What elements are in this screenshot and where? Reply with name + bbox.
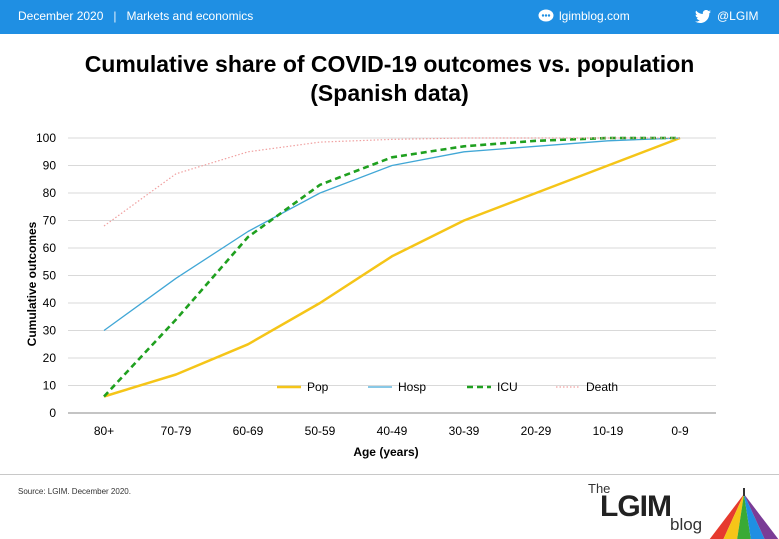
axis-layer: 0 10 20 30 40 50 60 70 80 90 100 80+ 70-79 60-69 50-59… bbox=[36, 131, 716, 438]
legend-layer: Pop Hosp ICU Death bbox=[277, 380, 618, 394]
legend-label-pop: Pop bbox=[307, 380, 329, 394]
y-tick-label-70: 70 bbox=[43, 214, 57, 228]
blog-link[interactable]: lgimblog.com bbox=[538, 9, 630, 23]
umbrella-icon bbox=[709, 488, 779, 539]
y-tick-label-90: 90 bbox=[43, 159, 57, 173]
x-tick-label-6: 20-29 bbox=[521, 424, 552, 438]
y-tick-label-0: 0 bbox=[49, 406, 56, 420]
y-tick-label-40: 40 bbox=[43, 296, 57, 310]
chat-bubble-icon bbox=[538, 9, 554, 22]
x-tick-label-5: 30-39 bbox=[449, 424, 480, 438]
logo-blog: blog bbox=[670, 515, 703, 534]
twitter-icon bbox=[695, 9, 711, 23]
series-layer bbox=[103, 136, 681, 398]
y-tick-label-80: 80 bbox=[43, 186, 57, 200]
header-separator: | bbox=[113, 9, 117, 23]
x-tick-label-0: 80+ bbox=[94, 424, 114, 438]
series-line-icu bbox=[103, 136, 680, 398]
y-axis-label: Cumulative outcomes bbox=[25, 221, 39, 346]
grid-layer bbox=[68, 137, 716, 386]
legend-label-death: Death bbox=[586, 380, 618, 394]
line-chart: 0 10 20 30 40 50 60 70 80 90 100 80+ 70-79 60-69 50-59… bbox=[25, 131, 716, 459]
lgim-blog-logo: The LGIM blog bbox=[588, 480, 779, 539]
series-line-hosp bbox=[103, 137, 681, 332]
blog-link-text: lgimblog.com bbox=[559, 9, 630, 23]
y-tick-label-100: 100 bbox=[36, 131, 56, 145]
y-tick-label-50: 50 bbox=[43, 269, 57, 283]
twitter-handle: @LGIM bbox=[717, 9, 759, 23]
logo-lgim: LGIM bbox=[600, 490, 672, 523]
x-axis-label: Age (years) bbox=[353, 445, 418, 459]
header-date: December 2020 bbox=[18, 9, 104, 23]
legend-label-hosp: Hosp bbox=[398, 380, 426, 394]
footer-divider bbox=[0, 474, 779, 475]
header-bar: December 2020 | Markets and economics lg… bbox=[0, 0, 779, 34]
y-tick-label-10: 10 bbox=[43, 379, 57, 393]
series-line-pop bbox=[103, 136, 681, 398]
header-left: December 2020 | Markets and economics bbox=[18, 9, 253, 23]
chart-title-line1: Cumulative share of COVID-19 outcomes vs… bbox=[84, 51, 695, 77]
logo-the: The bbox=[588, 481, 611, 496]
y-tick-label-20: 20 bbox=[43, 351, 57, 365]
x-tick-label-1: 70-79 bbox=[161, 424, 192, 438]
series-line-death bbox=[103, 137, 680, 227]
chart-title: Cumulative share of COVID-19 outcomes vs… bbox=[0, 50, 779, 108]
x-tick-label-7: 10-19 bbox=[593, 424, 624, 438]
y-tick-label-30: 30 bbox=[43, 324, 57, 338]
x-tick-label-4: 40-49 bbox=[377, 424, 408, 438]
y-tick-label-60: 60 bbox=[43, 241, 57, 255]
x-tick-label-3: 50-59 bbox=[305, 424, 336, 438]
x-tick-label-8: 0-9 bbox=[671, 424, 689, 438]
chart-title-line2: (Spanish data) bbox=[310, 80, 469, 106]
x-tick-label-2: 60-69 bbox=[233, 424, 264, 438]
legend-label-icu: ICU bbox=[497, 380, 518, 394]
header-section: Markets and economics bbox=[126, 9, 254, 23]
source-note: Source: LGIM. December 2020. bbox=[18, 487, 131, 496]
twitter-link[interactable]: @LGIM bbox=[695, 9, 759, 23]
